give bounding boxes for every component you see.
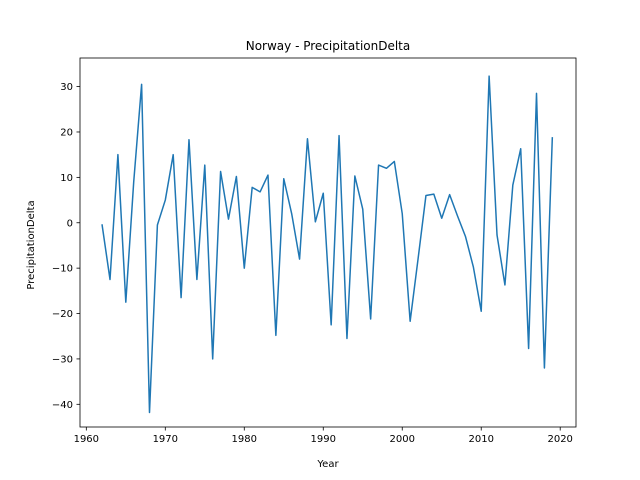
y-axis-label: PrecipitationDelta xyxy=(26,200,37,289)
y-tick-label: −40 xyxy=(52,400,73,411)
y-tick-label: 10 xyxy=(60,173,73,184)
x-tick-label: 2000 xyxy=(390,434,415,445)
series-layer xyxy=(101,75,554,414)
x-tick-label: 2020 xyxy=(547,434,572,445)
y-axis: −40 −30 −20 −10 0 10 20 30 xyxy=(52,82,80,411)
plot-frame xyxy=(79,57,577,428)
y-tick-label: 20 xyxy=(60,127,73,138)
x-tick-label: 1970 xyxy=(153,434,178,445)
chart-title: Norway - PrecipitationDelta xyxy=(246,39,411,53)
x-tick-label: 1980 xyxy=(232,434,257,445)
x-tick-label: 1960 xyxy=(74,434,99,445)
y-tick-label: −30 xyxy=(52,354,73,365)
plot-area xyxy=(79,57,577,428)
y-tick-label: −10 xyxy=(52,264,73,275)
y-tick-label: 30 xyxy=(60,82,73,93)
series-line xyxy=(101,75,554,414)
y-tick-label: −20 xyxy=(52,309,73,320)
y-tick-label: 0 xyxy=(67,218,73,229)
x-axis-label: Year xyxy=(316,459,339,470)
x-tick-label: 2010 xyxy=(468,434,493,445)
x-axis: 1960 1970 1980 1990 2000 2010 2020 xyxy=(74,427,573,445)
x-tick-label: 1990 xyxy=(311,434,336,445)
